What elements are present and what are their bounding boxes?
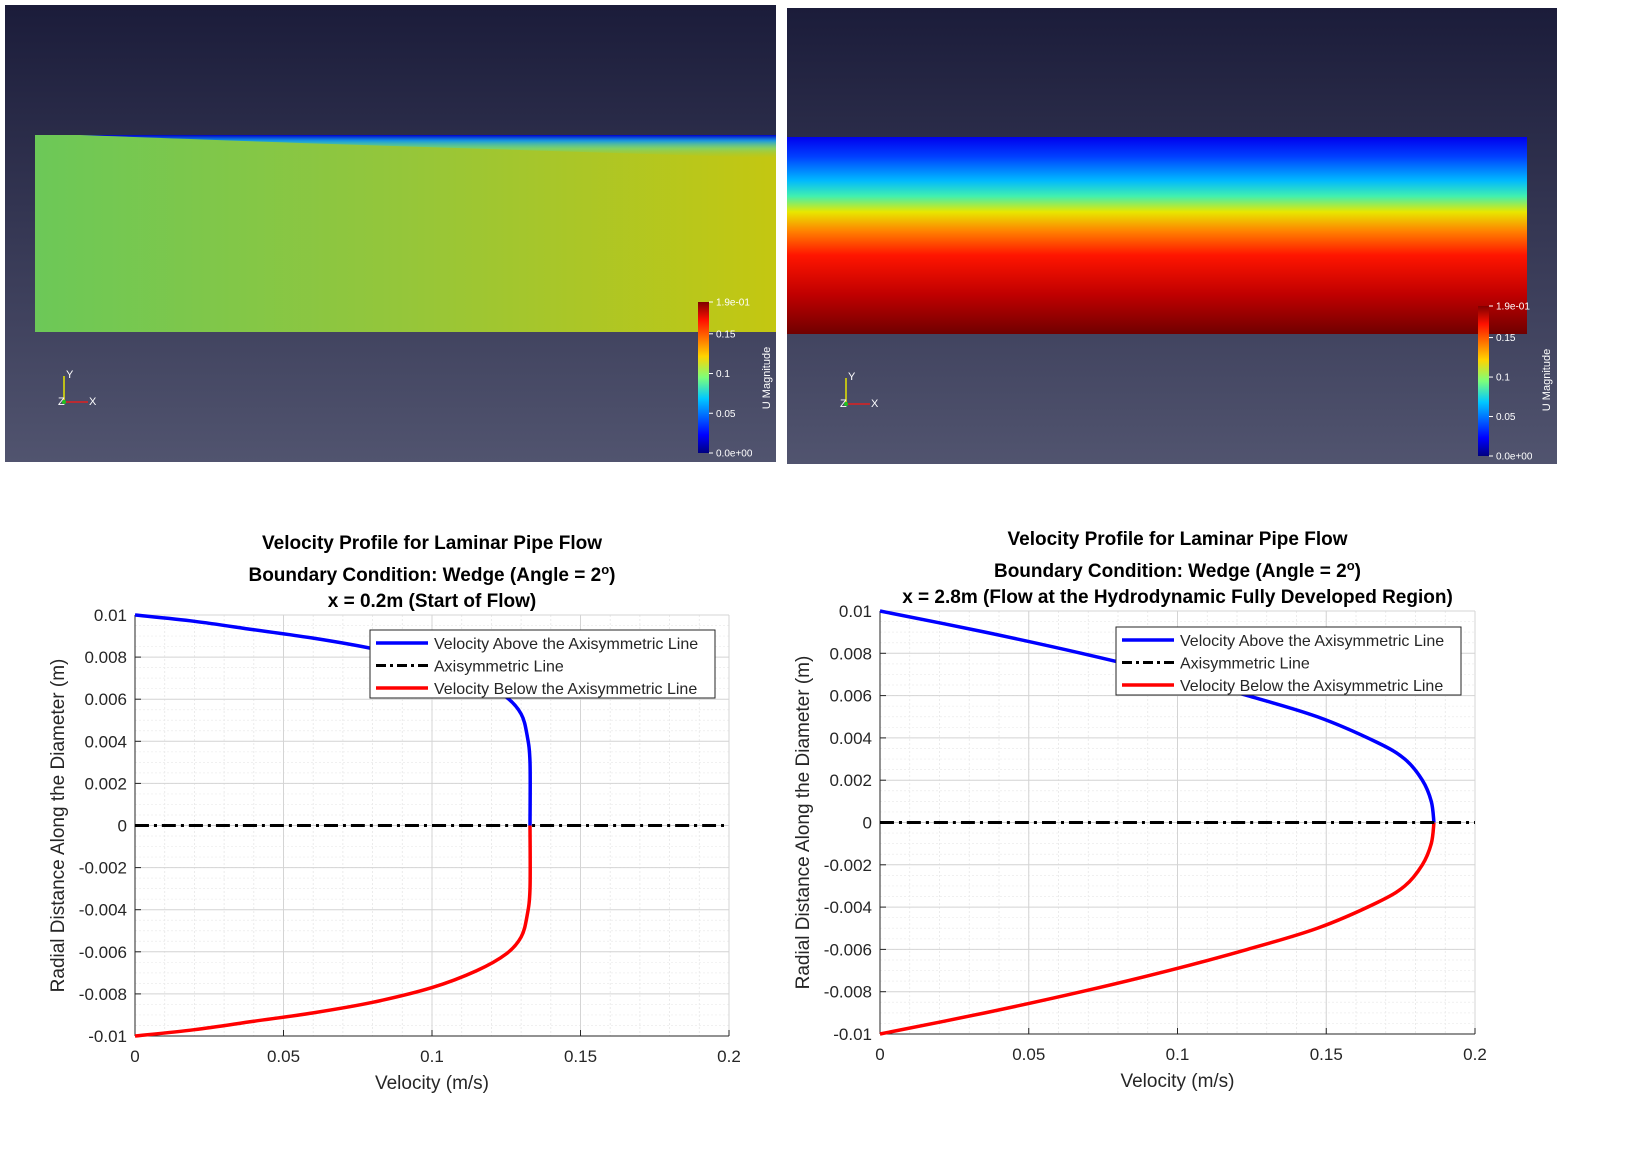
- x-tick-label: 0.15: [564, 1047, 597, 1066]
- colorbar-title: U Magnitude: [1541, 349, 1553, 411]
- colorbar-gradient: [1478, 306, 1489, 456]
- triad-y-label: Y: [848, 371, 856, 383]
- y-axis-label: Radial Distance Along the Diameter (m): [48, 659, 69, 993]
- colorbar-tick-label: 1.9e-01: [1496, 302, 1530, 313]
- x-tick-label: 0.1: [1166, 1045, 1190, 1064]
- y-tick-label: -0.006: [79, 943, 127, 962]
- colorbar-tick-label: 0.0e+00: [1496, 452, 1533, 463]
- colorbar-tick-label: 0.15: [716, 329, 736, 340]
- legend-entry: Velocity Above the Axisymmetric Line: [434, 636, 698, 653]
- axes-triad: Y Z X: [58, 369, 97, 408]
- series-velocity-below: [134, 825, 532, 1038]
- colorbar-tick-label: 1.9e-01: [716, 298, 750, 309]
- colorbar-tick-label: 0.1: [716, 369, 730, 380]
- y-tick-label: 0.008: [829, 644, 872, 663]
- legend-entry: Axisymmetric Line: [1180, 656, 1310, 673]
- y-tick-label: -0.01: [833, 1025, 872, 1044]
- legend: Velocity Above the Axisymmetric Line Axis…: [369, 629, 716, 699]
- y-tick-label: 0.006: [84, 690, 127, 709]
- triad-z-label: Z: [840, 398, 847, 410]
- y-tick-label: 0.01: [839, 602, 872, 621]
- title-part: ): [1355, 561, 1361, 582]
- legend: Velocity Above the Axisymmetric Line Axis…: [1115, 626, 1462, 696]
- legend-entry: Axisymmetric Line: [434, 659, 564, 676]
- y-tick-label: 0.004: [84, 732, 127, 751]
- y-tick-label: -0.002: [79, 859, 127, 878]
- y-tick-label: -0.004: [824, 898, 872, 917]
- x-tick-label: 0: [130, 1047, 139, 1066]
- velocity-field-developed: [787, 137, 1527, 334]
- colorbar-tick-label: 0.05: [1496, 412, 1516, 423]
- y-tick-label: -0.006: [824, 940, 872, 959]
- x-tick-label: 0.1: [420, 1047, 444, 1066]
- y-tick-label: 0.002: [84, 774, 127, 793]
- y-tick-label: -0.002: [824, 856, 872, 875]
- y-tick-label: 0.002: [829, 771, 872, 790]
- x-tick-label: 0: [875, 1045, 884, 1064]
- chart-title-line-1: Velocity Profile for Laminar Pipe Flow: [1008, 529, 1348, 550]
- velocity-field-entry: [35, 135, 776, 332]
- y-tick-label: 0.008: [84, 648, 127, 667]
- x-tick-label: 0.2: [1463, 1045, 1487, 1064]
- x-tick-label: 0.05: [267, 1047, 300, 1066]
- triad-x-label: X: [871, 398, 879, 410]
- legend-entry: Velocity Above the Axisymmetric Line: [1180, 633, 1444, 650]
- y-tick-label: 0: [863, 814, 872, 833]
- title-part: ): [609, 565, 615, 586]
- chart-title-line-2: Boundary Condition: Wedge (Angle = 2o): [994, 558, 1361, 582]
- y-tick-label: 0.004: [829, 729, 872, 748]
- triad-z-axis: [844, 402, 848, 406]
- chart-title-line-3: x = 2.8m (Flow at the Hydrodynamic Fully…: [902, 587, 1453, 608]
- triad-y-label: Y: [66, 369, 74, 381]
- colorbar-gradient: [698, 302, 709, 453]
- triad-z-axis: [62, 400, 66, 404]
- x-tick-label: 0.05: [1012, 1045, 1045, 1064]
- triad-x-label: X: [89, 396, 97, 408]
- x-tick-label: 0.15: [1310, 1045, 1343, 1064]
- y-tick-label: 0.01: [94, 606, 127, 625]
- series-velocity-below: [879, 822, 1436, 1036]
- x-axis-label: Velocity (m/s): [375, 1073, 489, 1094]
- y-tick-label: 0: [118, 817, 127, 836]
- chart-title-line-3: x = 0.2m (Start of Flow): [328, 591, 537, 612]
- series-velocity-above: [879, 609, 1436, 823]
- title-superscript: o: [1347, 558, 1355, 573]
- velocity-profile-chart-entry[interactable]: 0 0.05 0.1 0.15 0.2 0.01 0.008 0.006 0.004 0.002 0…: [48, 533, 741, 1094]
- title-part: Boundary Condition: Wedge (Angle = 2: [248, 565, 601, 586]
- x-axis-label: Velocity (m/s): [1120, 1071, 1234, 1092]
- colorbar-title: U Magnitude: [761, 347, 773, 409]
- colorbar-tick-label: 0.15: [1496, 333, 1516, 344]
- legend-entry: Velocity Below the Axisymmetric Line: [1180, 678, 1443, 695]
- cfd-viewport-entry-region[interactable]: 1.9e-01 0.15 0.1 0.05 0.0e+00 U Magnitude Y …: [5, 5, 776, 462]
- cfd-viewport-developed-region[interactable]: 1.9e-01 0.15 0.1 0.05 0.0e+00 U Magnitude Y …: [787, 8, 1557, 464]
- title-part: Boundary Condition: Wedge (Angle = 2: [994, 561, 1347, 582]
- triad-z-label: Z: [58, 396, 65, 408]
- chart-title-line-1: Velocity Profile for Laminar Pipe Flow: [262, 533, 602, 554]
- title-superscript: o: [601, 562, 609, 577]
- velocity-profile-chart-developed[interactable]: 0 0.05 0.1 0.15 0.2 0.01 0.008 0.006 0.004 0.002 0…: [793, 529, 1487, 1092]
- y-tick-label: -0.01: [88, 1027, 127, 1046]
- y-tick-label: -0.008: [79, 985, 127, 1004]
- y-tick-label: -0.008: [824, 983, 872, 1002]
- x-tick-label: 0.2: [717, 1047, 741, 1066]
- colorbar-tick-label: 0.05: [716, 409, 736, 420]
- y-tick-label: 0.006: [829, 687, 872, 706]
- colorbar-tick-label: 0.1: [1496, 373, 1510, 384]
- y-tick-label: -0.004: [79, 901, 127, 920]
- colorbar-tick-label: 0.0e+00: [716, 449, 753, 460]
- axes-triad: Y Z X: [840, 371, 879, 410]
- y-axis-label: Radial Distance Along the Diameter (m): [793, 656, 814, 990]
- legend-entry: Velocity Below the Axisymmetric Line: [434, 681, 697, 698]
- boundary-layer-shading: [80, 135, 776, 158]
- chart-title-line-2: Boundary Condition: Wedge (Angle = 2o): [248, 562, 615, 586]
